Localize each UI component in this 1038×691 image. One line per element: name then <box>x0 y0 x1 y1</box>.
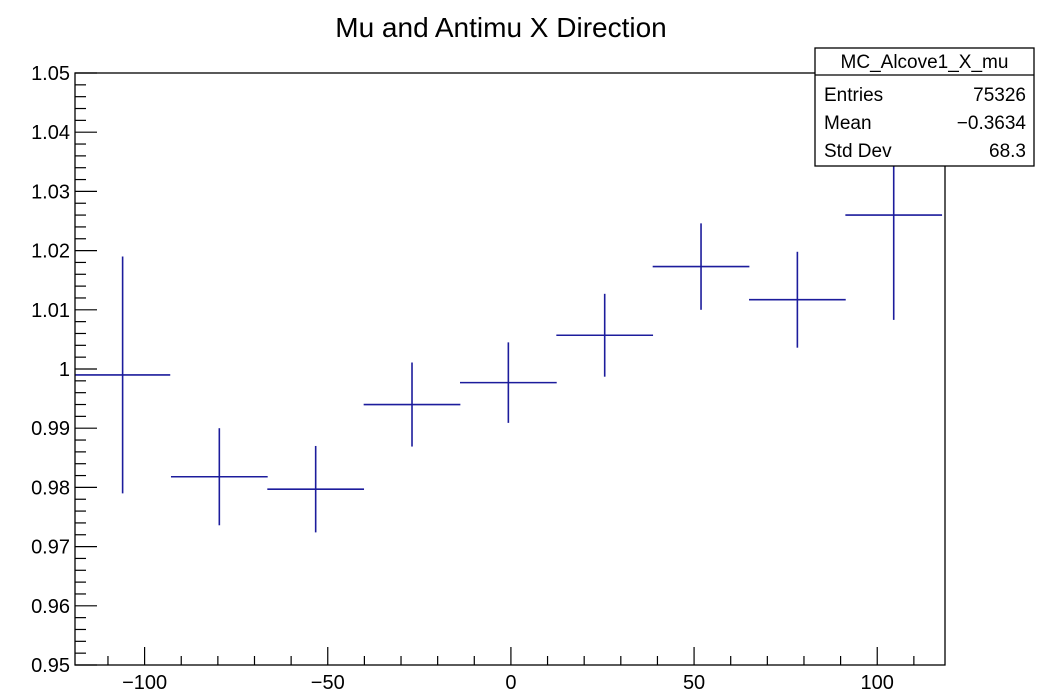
stats-mean-label: Mean <box>824 113 872 134</box>
x-tick-label: −100 <box>122 672 167 691</box>
y-tick-label: 1.04 <box>31 122 70 144</box>
data-point <box>652 223 750 310</box>
stats-entries-label: Entries <box>824 85 883 106</box>
data-point <box>267 445 365 533</box>
y-tick-label: 0.96 <box>31 596 70 618</box>
data-series <box>75 110 943 533</box>
x-tick-label: −50 <box>311 672 345 691</box>
data-point <box>363 362 461 447</box>
x-tick-label: 50 <box>683 672 705 691</box>
y-tick-label: 0.98 <box>31 477 70 499</box>
y-tick-label: 1.03 <box>31 181 70 203</box>
stats-box-frame <box>814 47 1035 167</box>
x-tick-label: 0 <box>505 672 516 691</box>
y-tick-label: 0.97 <box>31 537 70 559</box>
plot-frame <box>74 72 946 666</box>
stats-stddev-label: Std Dev <box>824 141 892 162</box>
chart-title: Mu and Antimu X Direction <box>335 12 667 43</box>
data-point <box>749 251 846 348</box>
y-tick-label: 1.05 <box>31 63 70 85</box>
y-tick-label: 0.99 <box>31 418 70 440</box>
x-tick-label: 100 <box>861 672 894 691</box>
data-point <box>556 293 654 377</box>
y-tick-label: 1.02 <box>31 241 70 263</box>
stats-box-name: MC_Alcove1_X_mu <box>841 52 1009 73</box>
data-point <box>75 256 171 494</box>
data-point <box>459 342 557 423</box>
y-tick-label: 1 <box>59 359 70 381</box>
data-point <box>170 428 268 526</box>
stats-box: MC_Alcove1_X_mu Entries 75326 Mean −0.36… <box>814 47 1035 167</box>
stats-entries-value: 75326 <box>973 85 1026 106</box>
y-tick-label: 1.01 <box>31 300 70 322</box>
x-axis: −100 −50 0 50 100 <box>107 647 915 691</box>
y-axis: 0.95 0.96 0.97 0.98 0.99 1 1.01 1.02 1.03 1.04 1.0… <box>31 63 97 677</box>
stats-mean-value: −0.3634 <box>957 113 1027 134</box>
stats-stddev-value: 68.3 <box>989 141 1026 162</box>
y-tick-label: 0.95 <box>31 655 70 677</box>
